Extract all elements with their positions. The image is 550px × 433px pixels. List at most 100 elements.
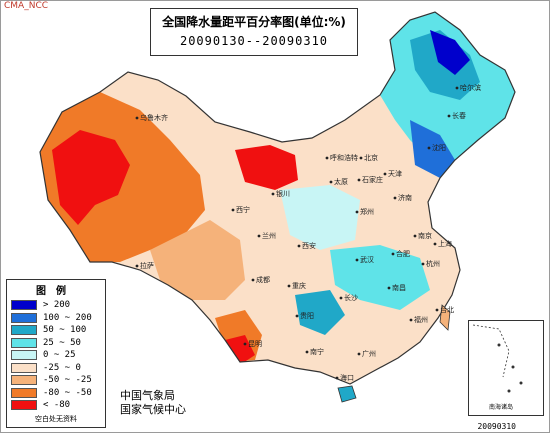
city-marker (271, 192, 275, 196)
city-label: 南昌 (392, 283, 406, 292)
city-marker (335, 376, 339, 380)
legend-item: -25 ~ 0 (11, 362, 101, 375)
taiwan-island (439, 304, 451, 331)
legend-swatch (11, 375, 37, 386)
legend-label: -80 ~ -50 (43, 387, 92, 398)
city-label: 呼和浩特 (330, 153, 358, 162)
city-label: 重庆 (292, 281, 306, 290)
city-marker (257, 234, 261, 238)
city-label: 哈尔滨 (460, 83, 481, 92)
legend-swatch (11, 312, 37, 323)
city-marker (329, 180, 333, 184)
yunnan-red-zone (225, 335, 255, 365)
city-marker (243, 342, 247, 346)
city-label: 太原 (334, 177, 348, 186)
legend-item: -50 ~ -25 (11, 374, 101, 387)
legend-swatch (11, 350, 37, 361)
city-marker (355, 258, 359, 262)
city-marker (359, 156, 363, 160)
legend-label: 25 ~ 50 (43, 337, 81, 348)
liaoning-zone (410, 120, 455, 178)
legend-item: -80 ~ -50 (11, 387, 101, 400)
guizhou-blue-zone (295, 290, 345, 335)
legend-label: 100 ~ 200 (43, 312, 92, 323)
legend-label: 0 ~ 25 (43, 350, 76, 361)
central-cyan-zone (280, 185, 360, 250)
city-marker (355, 210, 359, 214)
legend-swatch (11, 362, 37, 373)
city-marker (427, 146, 431, 150)
legend-label: > 200 (43, 300, 71, 311)
city-label: 石家庄 (362, 175, 383, 184)
city-marker (297, 244, 301, 248)
legend-item: > 200 (11, 299, 101, 312)
city-marker (325, 156, 329, 160)
city-marker (447, 114, 451, 118)
legend-box: 图例 > 200 100 ~ 200 50 ~ 100 25 ~ 50 0 ~ 25 -2… (6, 279, 106, 428)
city-marker (135, 116, 139, 120)
north-central-red-zone (235, 145, 298, 190)
organization-block: 中国气象局 国家气候中心 (120, 389, 186, 417)
city-label: 西安 (302, 241, 316, 250)
legend-title: 图例 (36, 286, 76, 297)
inset-islands (472, 324, 523, 393)
legend-item: 100 ~ 200 (11, 312, 101, 325)
city-label: 南宁 (310, 347, 324, 356)
city-label: 郑州 (360, 208, 374, 216)
city-marker (435, 308, 439, 312)
city-marker (383, 172, 387, 176)
legend-item: 25 ~ 50 (11, 337, 101, 350)
tibet-light-orange-zone (150, 220, 245, 300)
city-marker (413, 234, 417, 238)
inset-label: 南海诸岛 (489, 404, 514, 411)
legend-swatch (11, 337, 37, 348)
date-range: 20090130--20090310 (179, 34, 329, 48)
city-label: 广州 (362, 349, 376, 358)
city-label: 台北 (440, 305, 454, 314)
legend-swatch (11, 325, 37, 336)
legend-item: < -80 (11, 399, 101, 412)
city-label: 福州 (414, 315, 428, 324)
hainan-island (337, 385, 357, 403)
city-marker (295, 314, 299, 318)
city-label: 杭州 (426, 259, 440, 268)
city-label: 天津 (388, 170, 402, 178)
legend-label: < -80 (43, 400, 71, 411)
city-marker (387, 286, 391, 290)
south-china-sea-inset: 南海诸岛 (468, 320, 544, 416)
city-label: 合肥 (396, 249, 410, 258)
china-outline (39, 11, 516, 385)
map-title-box: 全国降水量距平百分率图(单位:%) 20090130--20090310 (150, 8, 358, 56)
city-marker (287, 284, 291, 288)
city-label: 拉萨 (140, 261, 154, 270)
legend-swatch (11, 300, 37, 311)
city-label: 沈阳 (432, 143, 446, 152)
city-marker (455, 86, 459, 90)
legend-label: 50 ~ 100 (43, 325, 87, 336)
city-label: 武汉 (360, 255, 374, 264)
city-marker (357, 178, 361, 182)
city-marker (305, 350, 309, 354)
legend-item: 0 ~ 25 (11, 349, 101, 362)
city-label: 长春 (452, 111, 466, 120)
legend-swatch (11, 387, 37, 398)
city-label: 济南 (398, 193, 412, 202)
legend-label: -25 ~ 0 (43, 362, 81, 373)
city-marker (251, 278, 255, 282)
city-label: 成都 (256, 275, 270, 284)
northeast-zone-dark (430, 30, 470, 75)
city-marker (391, 252, 395, 256)
city-label: 贵阳 (300, 311, 314, 320)
legend-swatch (11, 400, 37, 411)
legend-label: -50 ~ -25 (43, 375, 92, 386)
legend-item: 50 ~ 100 (11, 324, 101, 337)
city-marker (393, 196, 397, 200)
issue-date-stamp: 20090310 (477, 422, 516, 431)
city-marker (409, 318, 413, 322)
city-marker (339, 296, 343, 300)
city-label: 南京 (418, 231, 432, 240)
city-label: 上海 (438, 239, 452, 248)
